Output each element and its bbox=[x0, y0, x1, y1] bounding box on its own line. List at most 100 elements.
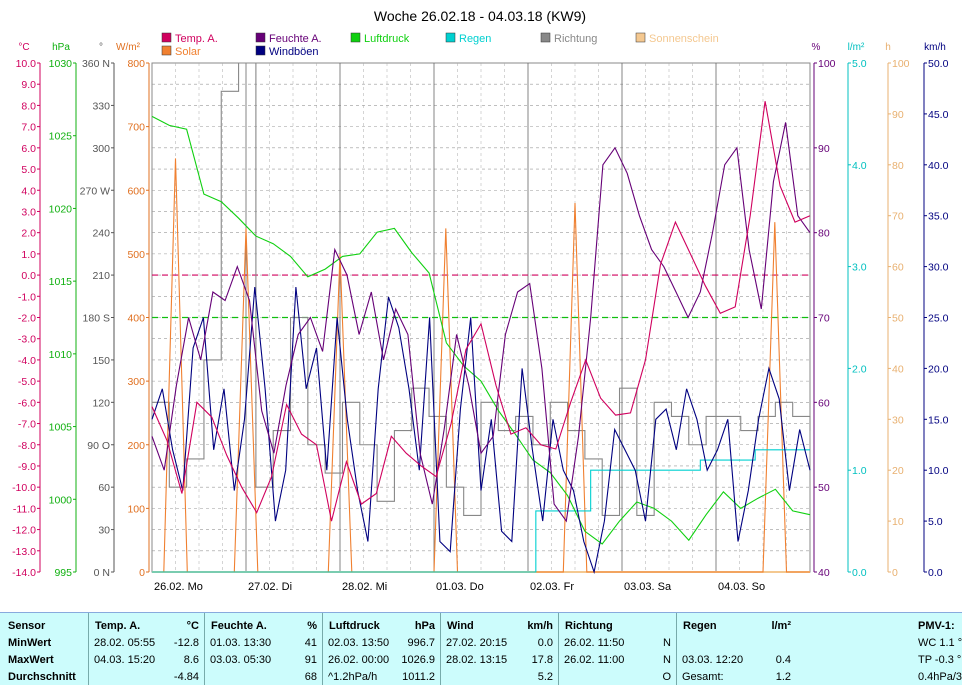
stats-section: Feuchte A.% 01.03. 13:30 41 03.03. 05:30 91 6… bbox=[204, 613, 323, 685]
x-tick-label: 03.03. Sa bbox=[624, 581, 672, 593]
tick-label: 90 bbox=[818, 143, 830, 155]
stats-section-title: Richtung bbox=[565, 620, 613, 632]
axis-unit-label: l/m² bbox=[848, 42, 865, 53]
tick-label: -8.0 bbox=[18, 440, 36, 452]
tick-label: 0 bbox=[139, 567, 145, 579]
stats-section: Regen l/m² 03.03. 12:20 0.4 Gesamt: 1.2 bbox=[676, 613, 795, 685]
tick-label: 40 bbox=[892, 363, 904, 375]
tick-label: 9.0 bbox=[21, 79, 36, 91]
legend-swatch bbox=[255, 32, 266, 43]
tick-label: 1030 bbox=[49, 58, 73, 70]
stats-cell-value: -4.84 bbox=[173, 671, 199, 683]
tick-label: 8.0 bbox=[21, 100, 36, 112]
legend-swatch bbox=[445, 32, 456, 43]
stats-cell-time: 04.03. 15:20 bbox=[94, 654, 156, 666]
legend-label: Sonnenschein bbox=[649, 33, 719, 45]
tick-label: 40 bbox=[818, 567, 830, 579]
axis-unit-label: W/m² bbox=[116, 42, 141, 53]
tick-label: 50.0 bbox=[928, 58, 949, 70]
stats-row-label: MaxWert bbox=[8, 654, 54, 666]
legend: Temp. A.Solar Feuchte A.Windböen Luftdruck… bbox=[161, 32, 719, 58]
series-line-temp-a- bbox=[151, 101, 811, 522]
tick-label: 360 N bbox=[82, 58, 110, 70]
stats-cell-time: 03.03. 05:30 bbox=[210, 654, 272, 666]
tick-label: 30 bbox=[98, 525, 110, 537]
tick-label: 50 bbox=[892, 313, 904, 325]
stats-cell-time: 26.02. 00:00 bbox=[328, 654, 390, 666]
tick-label: 120 bbox=[92, 397, 110, 409]
tick-label: 180 S bbox=[83, 313, 110, 325]
tick-label: 700 bbox=[127, 122, 145, 134]
tick-label: 1020 bbox=[49, 203, 73, 215]
tick-label: 0.0 bbox=[21, 270, 36, 282]
legend-swatch bbox=[635, 32, 646, 43]
axis-unit-label: ° bbox=[99, 42, 103, 53]
tick-label: 10.0 bbox=[16, 58, 37, 70]
tick-label: 45.0 bbox=[928, 109, 949, 121]
tick-label: 300 bbox=[92, 143, 110, 155]
tick-label: 4.0 bbox=[852, 160, 867, 172]
tick-label: 500 bbox=[127, 249, 145, 261]
tick-label: 100 bbox=[892, 58, 910, 70]
legend-label: Temp. A. bbox=[175, 33, 218, 45]
stats-cell-time: 28.02. 13:15 bbox=[446, 654, 508, 666]
tick-label: 300 bbox=[127, 376, 145, 388]
stats-section-unit: °C bbox=[186, 620, 199, 632]
stats-cell-value: 5.2 bbox=[537, 671, 553, 683]
axis-unit-label: % bbox=[812, 42, 821, 53]
stats-section-unit: km/h bbox=[527, 620, 553, 632]
stats-section-title: Luftdruck bbox=[329, 620, 380, 632]
stats-cell-time: 27.02. 20:15 bbox=[446, 637, 508, 649]
tick-label: -11.0 bbox=[13, 503, 36, 515]
stats-section-unit: l/m² bbox=[771, 620, 791, 632]
stats-cell-time: TP -0.3 ° bbox=[918, 654, 962, 666]
stats-cell-time: ^1.2hPa/h bbox=[328, 671, 378, 683]
tick-label: 995 bbox=[54, 567, 72, 579]
stats-section: Luftdruck hPa 02.03. 13:50 996.7 26.02. 00:0… bbox=[322, 613, 441, 685]
tick-label: 2.0 bbox=[852, 363, 867, 375]
stats-cell-time: 02.03. 13:50 bbox=[328, 637, 390, 649]
stats-cell-time: 26.02. 11:50 bbox=[564, 637, 625, 649]
stats-section: Richtung 26.02. 11:50 N 26.02. 11:00 N O bbox=[558, 613, 677, 685]
tick-label: 4.0 bbox=[21, 185, 36, 197]
legend-swatch bbox=[255, 45, 266, 56]
tick-label: 0 bbox=[892, 567, 898, 579]
stats-section-unit: hPa bbox=[414, 620, 435, 632]
stats-section: PMV-1: WC 1.1 ° TP -0.3 ° 0.4hPa/3 bbox=[900, 613, 962, 685]
tick-label: 70 bbox=[892, 211, 904, 223]
stats-section: Wind km/h 27.02. 20:15 0.0 28.02. 13:15 17.8 5… bbox=[440, 613, 559, 685]
stats-cell-value: 91 bbox=[304, 654, 317, 666]
legend-label: Feuchte A. bbox=[269, 33, 322, 45]
series-group bbox=[151, 62, 811, 575]
tick-label: 30.0 bbox=[928, 262, 949, 274]
stats-cell-value: N bbox=[663, 654, 671, 666]
legend-swatch bbox=[540, 32, 551, 43]
tick-label: 0.0 bbox=[928, 567, 943, 579]
tick-label: 20.0 bbox=[928, 363, 949, 375]
stats-cell-value: N bbox=[663, 637, 671, 649]
tick-label: 50 bbox=[818, 482, 830, 494]
tick-label: 60 bbox=[98, 482, 110, 494]
stats-cell-time: Gesamt: bbox=[682, 671, 724, 683]
stats-cell-value: 8.6 bbox=[183, 654, 199, 666]
x-tick-label: 04.03. So bbox=[718, 581, 765, 593]
legend-swatch bbox=[161, 32, 172, 43]
tick-label: -4.0 bbox=[18, 355, 36, 367]
stats-cell-time: 0.4hPa/3 bbox=[918, 671, 962, 683]
stats-section-unit: % bbox=[307, 620, 317, 632]
tick-label: 0 N bbox=[94, 567, 110, 579]
tick-label: 25.0 bbox=[928, 313, 949, 325]
series-line-luftdruck bbox=[151, 115, 811, 545]
legend-swatch bbox=[350, 32, 361, 43]
stats-cell-value: 1011.2 bbox=[402, 671, 435, 683]
stats-section-title: Wind bbox=[447, 620, 474, 632]
stats-cell-value: 996.7 bbox=[407, 637, 435, 649]
tick-label: 150 bbox=[92, 355, 110, 367]
tick-label: 100 bbox=[127, 503, 145, 515]
tick-label: 3.0 bbox=[21, 206, 36, 218]
stats-cell-value: 1.2 bbox=[775, 671, 791, 683]
tick-label: -6.0 bbox=[18, 397, 36, 409]
tick-label: 1005 bbox=[49, 422, 73, 434]
tick-label: 90 O bbox=[87, 440, 110, 452]
tick-label: 210 bbox=[92, 270, 110, 282]
